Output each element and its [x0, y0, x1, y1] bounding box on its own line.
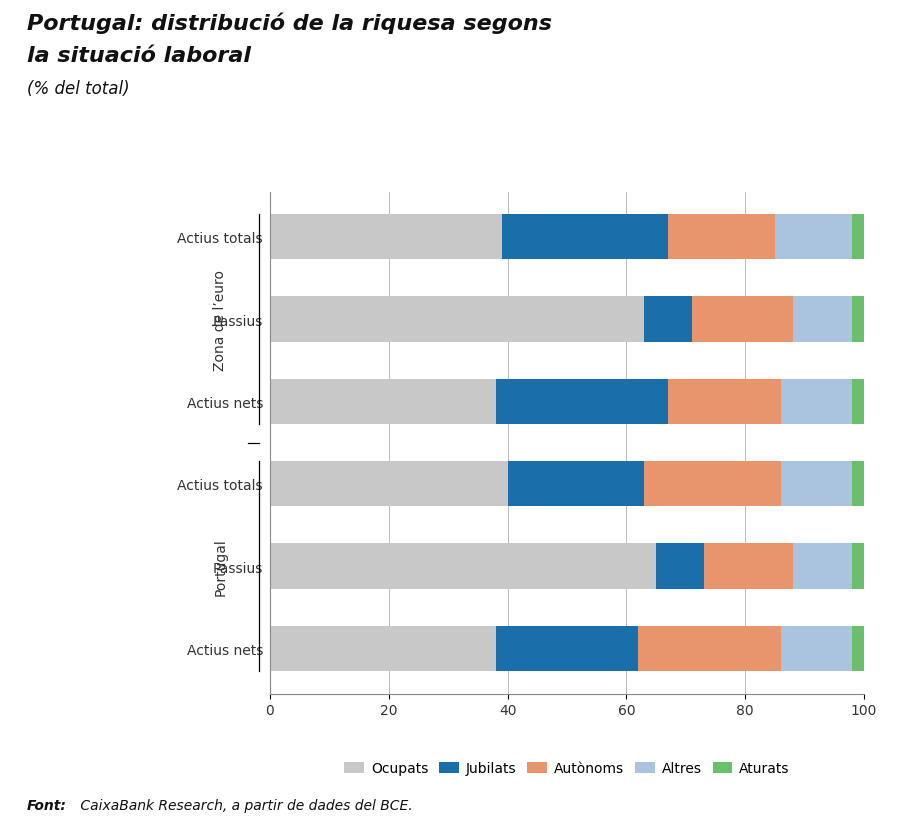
Bar	[644, 461, 781, 507]
Bar	[270, 461, 508, 507]
Bar	[270, 380, 496, 425]
Bar	[638, 626, 781, 671]
Bar	[852, 297, 864, 343]
Bar	[781, 380, 852, 425]
Text: Portugal: Portugal	[213, 538, 228, 595]
Text: Font:: Font:	[27, 798, 67, 813]
Bar	[270, 297, 644, 343]
Text: (% del total): (% del total)	[27, 79, 130, 98]
Bar	[656, 543, 704, 589]
Bar	[775, 215, 852, 260]
Bar	[496, 626, 638, 671]
Bar	[270, 543, 656, 589]
Bar	[852, 543, 864, 589]
Bar	[852, 626, 864, 671]
Bar	[793, 297, 852, 343]
Bar	[668, 380, 781, 425]
Bar	[692, 297, 793, 343]
Bar	[270, 626, 496, 671]
Bar	[781, 626, 852, 671]
Bar	[496, 380, 668, 425]
Bar	[508, 461, 644, 507]
Bar	[270, 215, 501, 260]
Text: CaixaBank Research, a partir de dades del BCE.: CaixaBank Research, a partir de dades de…	[76, 798, 413, 813]
Text: la situació laboral: la situació laboral	[27, 46, 251, 66]
Bar	[852, 215, 864, 260]
Bar	[781, 461, 852, 507]
Bar	[852, 380, 864, 425]
Bar	[668, 215, 775, 260]
Text: Zona de l’euro: Zona de l’euro	[213, 269, 228, 370]
Bar	[704, 543, 793, 589]
Bar	[644, 297, 692, 343]
Legend: Ocupats, Jubilats, Autònoms, Altres, Aturats: Ocupats, Jubilats, Autònoms, Altres, Atu…	[339, 756, 795, 781]
Bar	[501, 215, 668, 260]
Text: Portugal: distribució de la riquesa segons: Portugal: distribució de la riquesa sego…	[27, 13, 552, 34]
Bar	[852, 461, 864, 507]
Bar	[793, 543, 852, 589]
